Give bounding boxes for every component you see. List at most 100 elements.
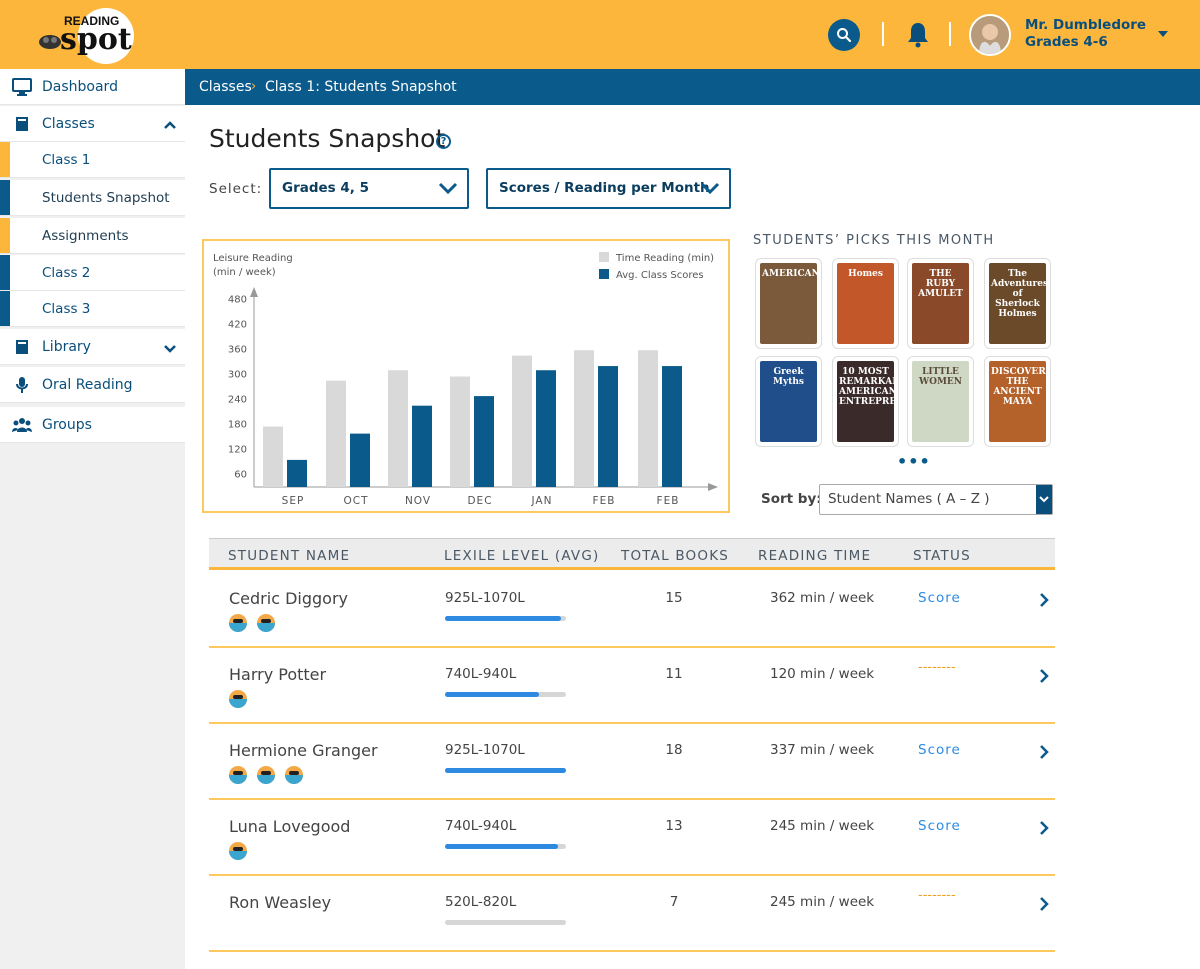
sidebar-item-classes[interactable]: Classes: [0, 106, 185, 142]
student-name[interactable]: Hermione Granger: [229, 741, 378, 760]
reader-badges: [229, 842, 247, 860]
book-cover[interactable]: AMERICAN: [755, 258, 822, 349]
column-header-total-books[interactable]: TOTAL BOOKS: [621, 548, 730, 564]
breadcrumb-separator-icon: ›: [251, 79, 257, 94]
metric-select[interactable]: Scores / Reading per Month: [486, 168, 731, 209]
item-indicator: [0, 255, 10, 290]
reader-badge-icon: [257, 614, 275, 632]
chevron-right-icon[interactable]: [1038, 592, 1050, 608]
lexile-level: 740L-940L: [445, 818, 517, 834]
student-name[interactable]: Luna Lovegood: [229, 817, 351, 836]
column-header-status[interactable]: STATUS: [913, 548, 971, 564]
status-link[interactable]: Score: [918, 818, 961, 834]
book-cover[interactable]: DISCOVERING THE ANCIENT MAYA: [984, 356, 1051, 447]
chevron-right-icon[interactable]: [1038, 744, 1050, 760]
book-cover[interactable]: The Adventures of Sherlock Holmes: [984, 258, 1051, 349]
lexile-progress-fill: [445, 616, 562, 621]
chevron-up-icon[interactable]: [163, 117, 177, 131]
lexile-level: 925L-1070L: [445, 590, 525, 606]
chevron-right-icon[interactable]: [1038, 896, 1050, 912]
bar-time-reading: [388, 370, 408, 487]
book-cover[interactable]: 10 MOST REMARKABLE AMERICAN ENTREPRENEUR…: [832, 356, 899, 447]
sidebar-item-dashboard[interactable]: Dashboard: [0, 69, 185, 105]
student-name[interactable]: Cedric Diggory: [229, 589, 348, 608]
user-menu-caret-icon[interactable]: [1158, 31, 1168, 37]
reading-time: 245 min / week: [770, 894, 875, 910]
legend-swatch: [599, 269, 609, 279]
column-header-reading-time[interactable]: READING TIME: [758, 548, 872, 564]
reading-time: 120 min / week: [770, 666, 875, 682]
total-books: 18: [665, 742, 683, 758]
book-cover-image: LITTLE WOMEN: [912, 361, 969, 442]
active-indicator: [0, 142, 10, 177]
column-header-student-name[interactable]: STUDENT NAME: [228, 548, 351, 564]
select-label: Select:: [209, 181, 263, 197]
book-title: 10 MOST REMARKABLE AMERICAN ENTREPRENEUR…: [839, 367, 894, 407]
bar-time-reading: [574, 350, 594, 487]
book-icon: [12, 337, 32, 357]
item-indicator: [0, 218, 10, 253]
sidebar-item-class-2[interactable]: Class 2: [0, 255, 185, 291]
more-books-button[interactable]: •••: [897, 452, 931, 471]
avatar[interactable]: [969, 14, 1011, 56]
user-name[interactable]: Mr. Dumbledore: [1025, 17, 1147, 33]
table-row[interactable]: Luna Lovegood 740L-940L 13 245 min / week Sc…: [209, 800, 1055, 876]
y-tick-label: 240: [228, 394, 247, 405]
chevron-down-icon[interactable]: [163, 340, 177, 354]
x-tick-label: DEC: [467, 495, 492, 507]
book-cover-image: The Adventures of Sherlock Holmes: [989, 263, 1046, 344]
divider: [949, 22, 951, 46]
bar-class-scores: [474, 396, 494, 487]
sidebar-item-oral-reading[interactable]: Oral Reading: [0, 367, 185, 403]
reader-badges: [229, 690, 247, 708]
reader-badge-icon: [257, 766, 275, 784]
lexile-progress-fill: [445, 768, 566, 773]
student-name[interactable]: Harry Potter: [229, 665, 327, 684]
search-button[interactable]: [828, 19, 860, 51]
sidebar-item-assignments[interactable]: Assignments: [0, 218, 185, 254]
sidebar-item-class-3[interactable]: Class 3: [0, 291, 185, 327]
sidebar-item-library[interactable]: Library: [0, 329, 185, 365]
sidebar-item-label: Class 2: [42, 264, 91, 281]
student-name[interactable]: Ron Weasley: [229, 893, 332, 912]
table-row[interactable]: Ron Weasley 520L-820L 7 245 min / week -----…: [209, 876, 1055, 952]
item-indicator: [0, 291, 10, 326]
book-cover-image: THE RUBY AMULET: [912, 263, 969, 344]
chevron-right-icon[interactable]: [1038, 820, 1050, 836]
help-icon[interactable]: ?: [436, 134, 451, 149]
sidebar-item-label: Dashboard: [42, 78, 118, 95]
status-link[interactable]: Score: [918, 742, 961, 758]
book-cover-image: 10 MOST REMARKABLE AMERICAN ENTREPRENEUR…: [837, 361, 894, 442]
page-title: Students Snapshot: [209, 124, 446, 153]
table-row[interactable]: Harry Potter 740L-940L 11 120 min / week ---…: [209, 648, 1055, 724]
chevron-right-icon[interactable]: [1038, 668, 1050, 684]
user-grades: Grades 4-6: [1025, 34, 1108, 50]
book-cover[interactable]: Greek Myths: [755, 356, 822, 447]
top-bar: READING spot Mr. Dumbledore Grades 4-6: [0, 0, 1200, 69]
sort-select[interactable]: Student Names ( A – Z ): [819, 484, 1053, 515]
book-title: LITTLE WOMEN: [919, 367, 962, 387]
sidebar-item-students-snapshot[interactable]: Students Snapshot: [0, 180, 185, 216]
sidebar-item-groups[interactable]: Groups: [0, 407, 185, 443]
status-link[interactable]: Score: [918, 590, 961, 606]
x-tick-label: JAN: [531, 495, 553, 507]
sidebar-item-class-1[interactable]: Class 1: [0, 142, 185, 178]
table-row[interactable]: Hermione Granger 925L-1070L 18 337 min / we…: [209, 724, 1055, 800]
book-cover[interactable]: LITTLE WOMEN: [907, 356, 974, 447]
book-cover-image: Homes: [837, 263, 894, 344]
book-cover[interactable]: Homes: [832, 258, 899, 349]
book-title: THE RUBY AMULET: [918, 269, 963, 299]
column-header-lexile[interactable]: LEXILE LEVEL (AVG): [444, 548, 600, 564]
sidebar-item-label: Groups: [42, 416, 92, 433]
reading-time: 362 min / week: [770, 590, 875, 606]
chevron-down-icon: [1039, 496, 1049, 503]
logo-text-top: READING: [64, 14, 120, 28]
sort-dropdown-button[interactable]: [1036, 485, 1052, 514]
book-cover[interactable]: THE RUBY AMULET: [907, 258, 974, 349]
sidebar-item-label: Class 1: [42, 151, 91, 168]
notifications-button[interactable]: [903, 19, 933, 49]
reading-spot-logo[interactable]: READING spot: [36, 8, 138, 64]
breadcrumb-classes[interactable]: Classes: [199, 79, 252, 95]
table-row[interactable]: Cedric Diggory 925L-1070L 15 362 min / week…: [209, 572, 1055, 648]
grade-select[interactable]: Grades 4, 5: [269, 168, 469, 209]
